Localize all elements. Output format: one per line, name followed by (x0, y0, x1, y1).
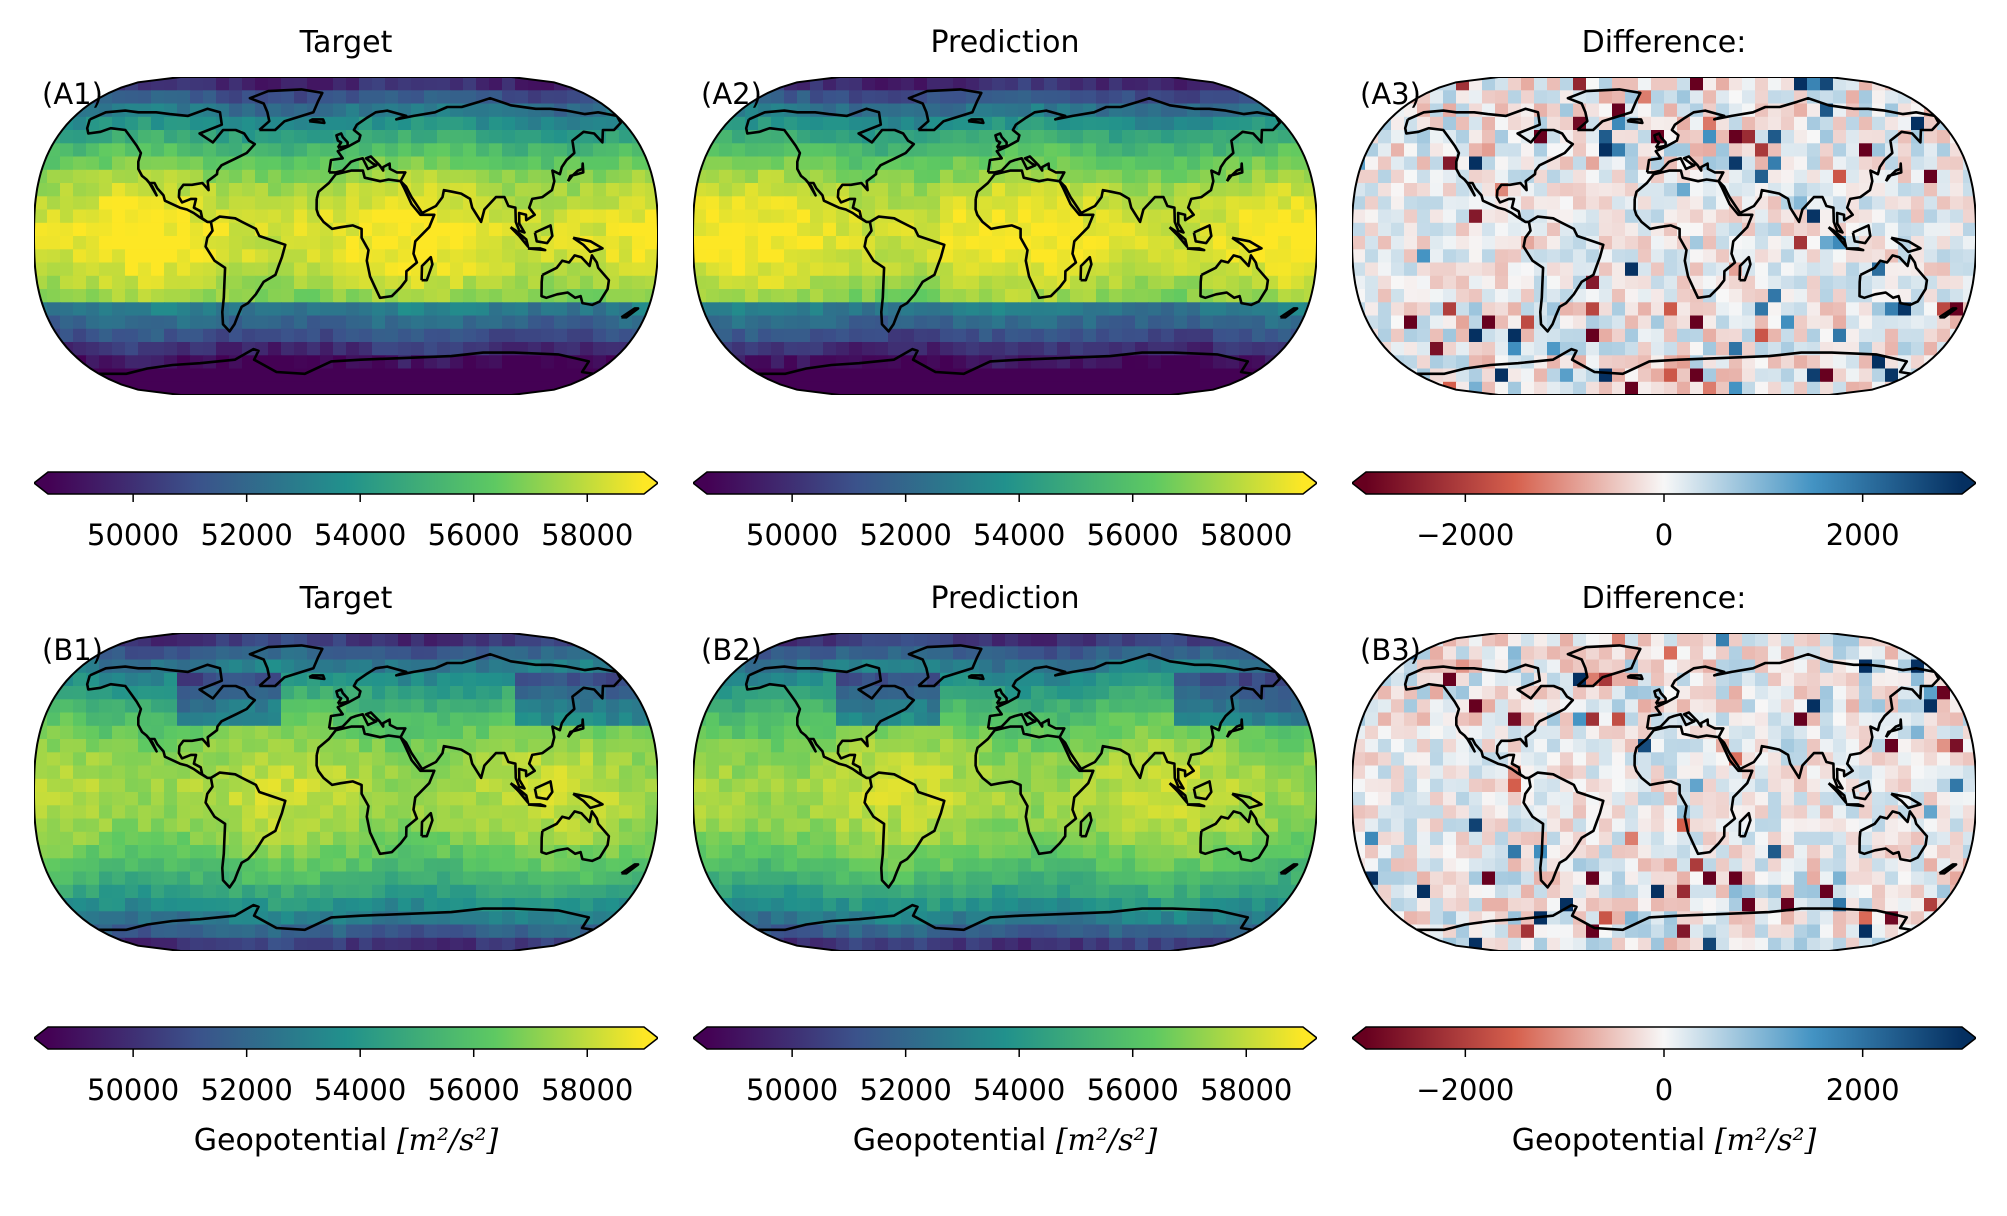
colorbar-gradient (1352, 1026, 1976, 1057)
field-grid (1352, 633, 1976, 951)
colorbar-tick-label: 54000 (973, 518, 1066, 552)
colorbar: −2000 0 2000 Geopotential [m²/s²] (1352, 1025, 1976, 1165)
map-boundary (693, 633, 1317, 951)
panel-b1: Target (B1) (34, 581, 658, 951)
map-boundary (34, 633, 658, 951)
colorbar-gradient (693, 1026, 1317, 1057)
coastlines (744, 644, 1299, 932)
colorbar-tick-label: 2000 (1825, 518, 1900, 552)
colorbar-gradient (693, 471, 1317, 502)
colorbar-tick-label: 54000 (973, 1073, 1066, 1107)
panel-label: (A2) (701, 77, 762, 111)
colorbar-label-text: Geopotential (1511, 1123, 1715, 1158)
colorbar-label-text: Geopotential (193, 1123, 397, 1158)
field-grid (1352, 77, 1976, 395)
colorbar-tick-label: 50000 (746, 1073, 839, 1107)
colorbar-tick-label: 56000 (427, 1073, 520, 1107)
coastlines (744, 88, 1299, 376)
colorbar-tick-label: 50000 (87, 1073, 180, 1107)
field-grid (34, 633, 658, 951)
panel-title: Target (299, 25, 393, 60)
panel-title: Difference: (1581, 581, 1747, 616)
colorbar: 50000 52000 54000 56000 58000 Geopotential [m… (693, 1025, 1317, 1165)
field-grid (693, 77, 1317, 395)
panel-label: (B2) (701, 633, 762, 667)
colorbar-tick-label: 54000 (314, 1073, 407, 1107)
panel-title: Target (299, 581, 393, 616)
colorbar-label: Geopotential [m²/s²] (693, 1123, 1317, 1158)
colorbar-tick-label: 58000 (1200, 1073, 1293, 1107)
colorbar-gradient (1352, 471, 1976, 502)
colorbar-unit: [m²/s²] (396, 1123, 499, 1158)
map-boundary (1352, 633, 1976, 951)
panel-a3: Difference: (A3) (1352, 25, 1976, 395)
colorbar-tick-label: 56000 (1086, 1073, 1179, 1107)
panel-label: (B1) (42, 633, 103, 667)
coastlines (1403, 644, 1958, 932)
colorbar-label: Geopotential [m²/s²] (34, 1123, 658, 1158)
panel-title: Prediction (930, 581, 1080, 616)
colorbar-tick-label: 0 (1654, 518, 1674, 552)
colorbar-label-text: Geopotential (852, 1123, 1056, 1158)
field-grid (34, 77, 658, 395)
colorbar-tick-label: 54000 (314, 518, 407, 552)
map-boundary (34, 77, 658, 395)
colorbar-tick-label: 2000 (1825, 1073, 1900, 1107)
panel-title: Prediction (930, 25, 1080, 60)
colorbar: 50000 52000 54000 56000 58000 (693, 470, 1317, 610)
colorbar-tick-label: 56000 (427, 518, 520, 552)
panel-a1: Target (A1) (34, 25, 658, 395)
colorbar-gradient (34, 1026, 658, 1057)
colorbar-tick-label: 0 (1654, 1073, 1674, 1107)
map-a2 (693, 77, 1317, 395)
colorbar-tick-label: 58000 (541, 518, 634, 552)
map-a3 (1352, 77, 1976, 395)
panel-label: (A1) (42, 77, 103, 111)
panel-label: (A3) (1360, 77, 1421, 111)
map-boundary (693, 77, 1317, 395)
colorbar: 50000 52000 54000 56000 58000 (34, 470, 658, 610)
coastlines (1403, 88, 1958, 376)
colorbar-tick-label: 52000 (200, 518, 293, 552)
panel-title: Difference: (1581, 25, 1747, 60)
map-a1 (34, 77, 658, 395)
colorbar-tick-label: 52000 (859, 518, 952, 552)
colorbar: 50000 52000 54000 56000 58000 Geopotential [m… (34, 1025, 658, 1165)
map-b1 (34, 633, 658, 951)
colorbar-tick-label: −2000 (1416, 1073, 1515, 1107)
panel-b2: Prediction (B2) (693, 581, 1317, 951)
panel-label: (B3) (1360, 633, 1421, 667)
colorbar-tick-label: 52000 (859, 1073, 952, 1107)
map-boundary (1352, 77, 1976, 395)
panel-b3: Difference: (B3) (1352, 581, 1976, 951)
map-b3 (1352, 633, 1976, 951)
colorbar-tick-label: 50000 (746, 518, 839, 552)
colorbar-tick-label: −2000 (1416, 518, 1515, 552)
colorbar-tick-label: 58000 (541, 1073, 634, 1107)
coastlines (85, 644, 640, 932)
colorbar-unit: [m²/s²] (1714, 1123, 1817, 1158)
coastlines (85, 88, 640, 376)
field-grid (693, 633, 1317, 951)
colorbar-unit: [m²/s²] (1055, 1123, 1158, 1158)
colorbar-gradient (34, 471, 658, 502)
colorbar-label: Geopotential [m²/s²] (1352, 1123, 1976, 1158)
colorbar-tick-label: 56000 (1086, 518, 1179, 552)
colorbar-tick-label: 58000 (1200, 518, 1293, 552)
colorbar-tick-label: 50000 (87, 518, 180, 552)
colorbar: −2000 0 2000 (1352, 470, 1976, 610)
map-b2 (693, 633, 1317, 951)
colorbar-tick-label: 52000 (200, 1073, 293, 1107)
panel-a2: Prediction (A2) (693, 25, 1317, 395)
